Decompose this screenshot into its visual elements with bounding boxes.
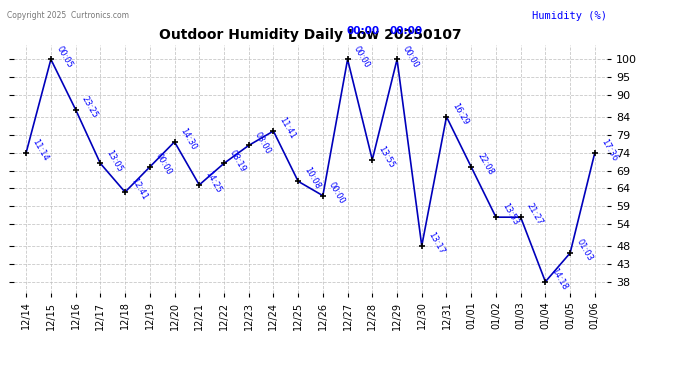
Text: 23:25: 23:25 xyxy=(80,94,99,119)
Text: 08:19: 08:19 xyxy=(228,148,248,173)
Text: 14:25: 14:25 xyxy=(204,170,223,195)
Text: 14:18: 14:18 xyxy=(549,266,569,291)
Text: 00:00: 00:00 xyxy=(401,44,421,69)
Text: 12:41: 12:41 xyxy=(129,177,149,202)
Text: 11:41: 11:41 xyxy=(277,116,297,141)
Text: 10:08: 10:08 xyxy=(302,166,322,191)
Text: 03:00: 03:00 xyxy=(253,130,273,155)
Text: 13:53: 13:53 xyxy=(500,202,520,227)
Text: Copyright 2025  Curtronics.com: Copyright 2025 Curtronics.com xyxy=(7,11,129,20)
Text: 01:03: 01:03 xyxy=(574,238,594,263)
Text: 00:00: 00:00 xyxy=(327,180,346,206)
Text: 00:00: 00:00 xyxy=(154,152,174,177)
Text: 13:05: 13:05 xyxy=(104,148,124,173)
Text: 00:00: 00:00 xyxy=(352,44,371,69)
Text: 17:36: 17:36 xyxy=(599,137,619,162)
Text: 11:14: 11:14 xyxy=(30,137,50,162)
Text: 14:30: 14:30 xyxy=(179,126,199,152)
Text: 13:55: 13:55 xyxy=(377,144,396,170)
Text: 21:27: 21:27 xyxy=(525,202,544,227)
Text: Humidity (%): Humidity (%) xyxy=(532,11,607,21)
Text: 16:29: 16:29 xyxy=(451,101,471,126)
Text: 00:00: 00:00 xyxy=(390,26,423,36)
Text: 13:17: 13:17 xyxy=(426,231,446,256)
Text: 00:00: 00:00 xyxy=(346,26,380,36)
Text: 22:08: 22:08 xyxy=(475,152,495,177)
Text: 00:05: 00:05 xyxy=(55,44,75,69)
Title: Outdoor Humidity Daily Low 20250107: Outdoor Humidity Daily Low 20250107 xyxy=(159,28,462,42)
